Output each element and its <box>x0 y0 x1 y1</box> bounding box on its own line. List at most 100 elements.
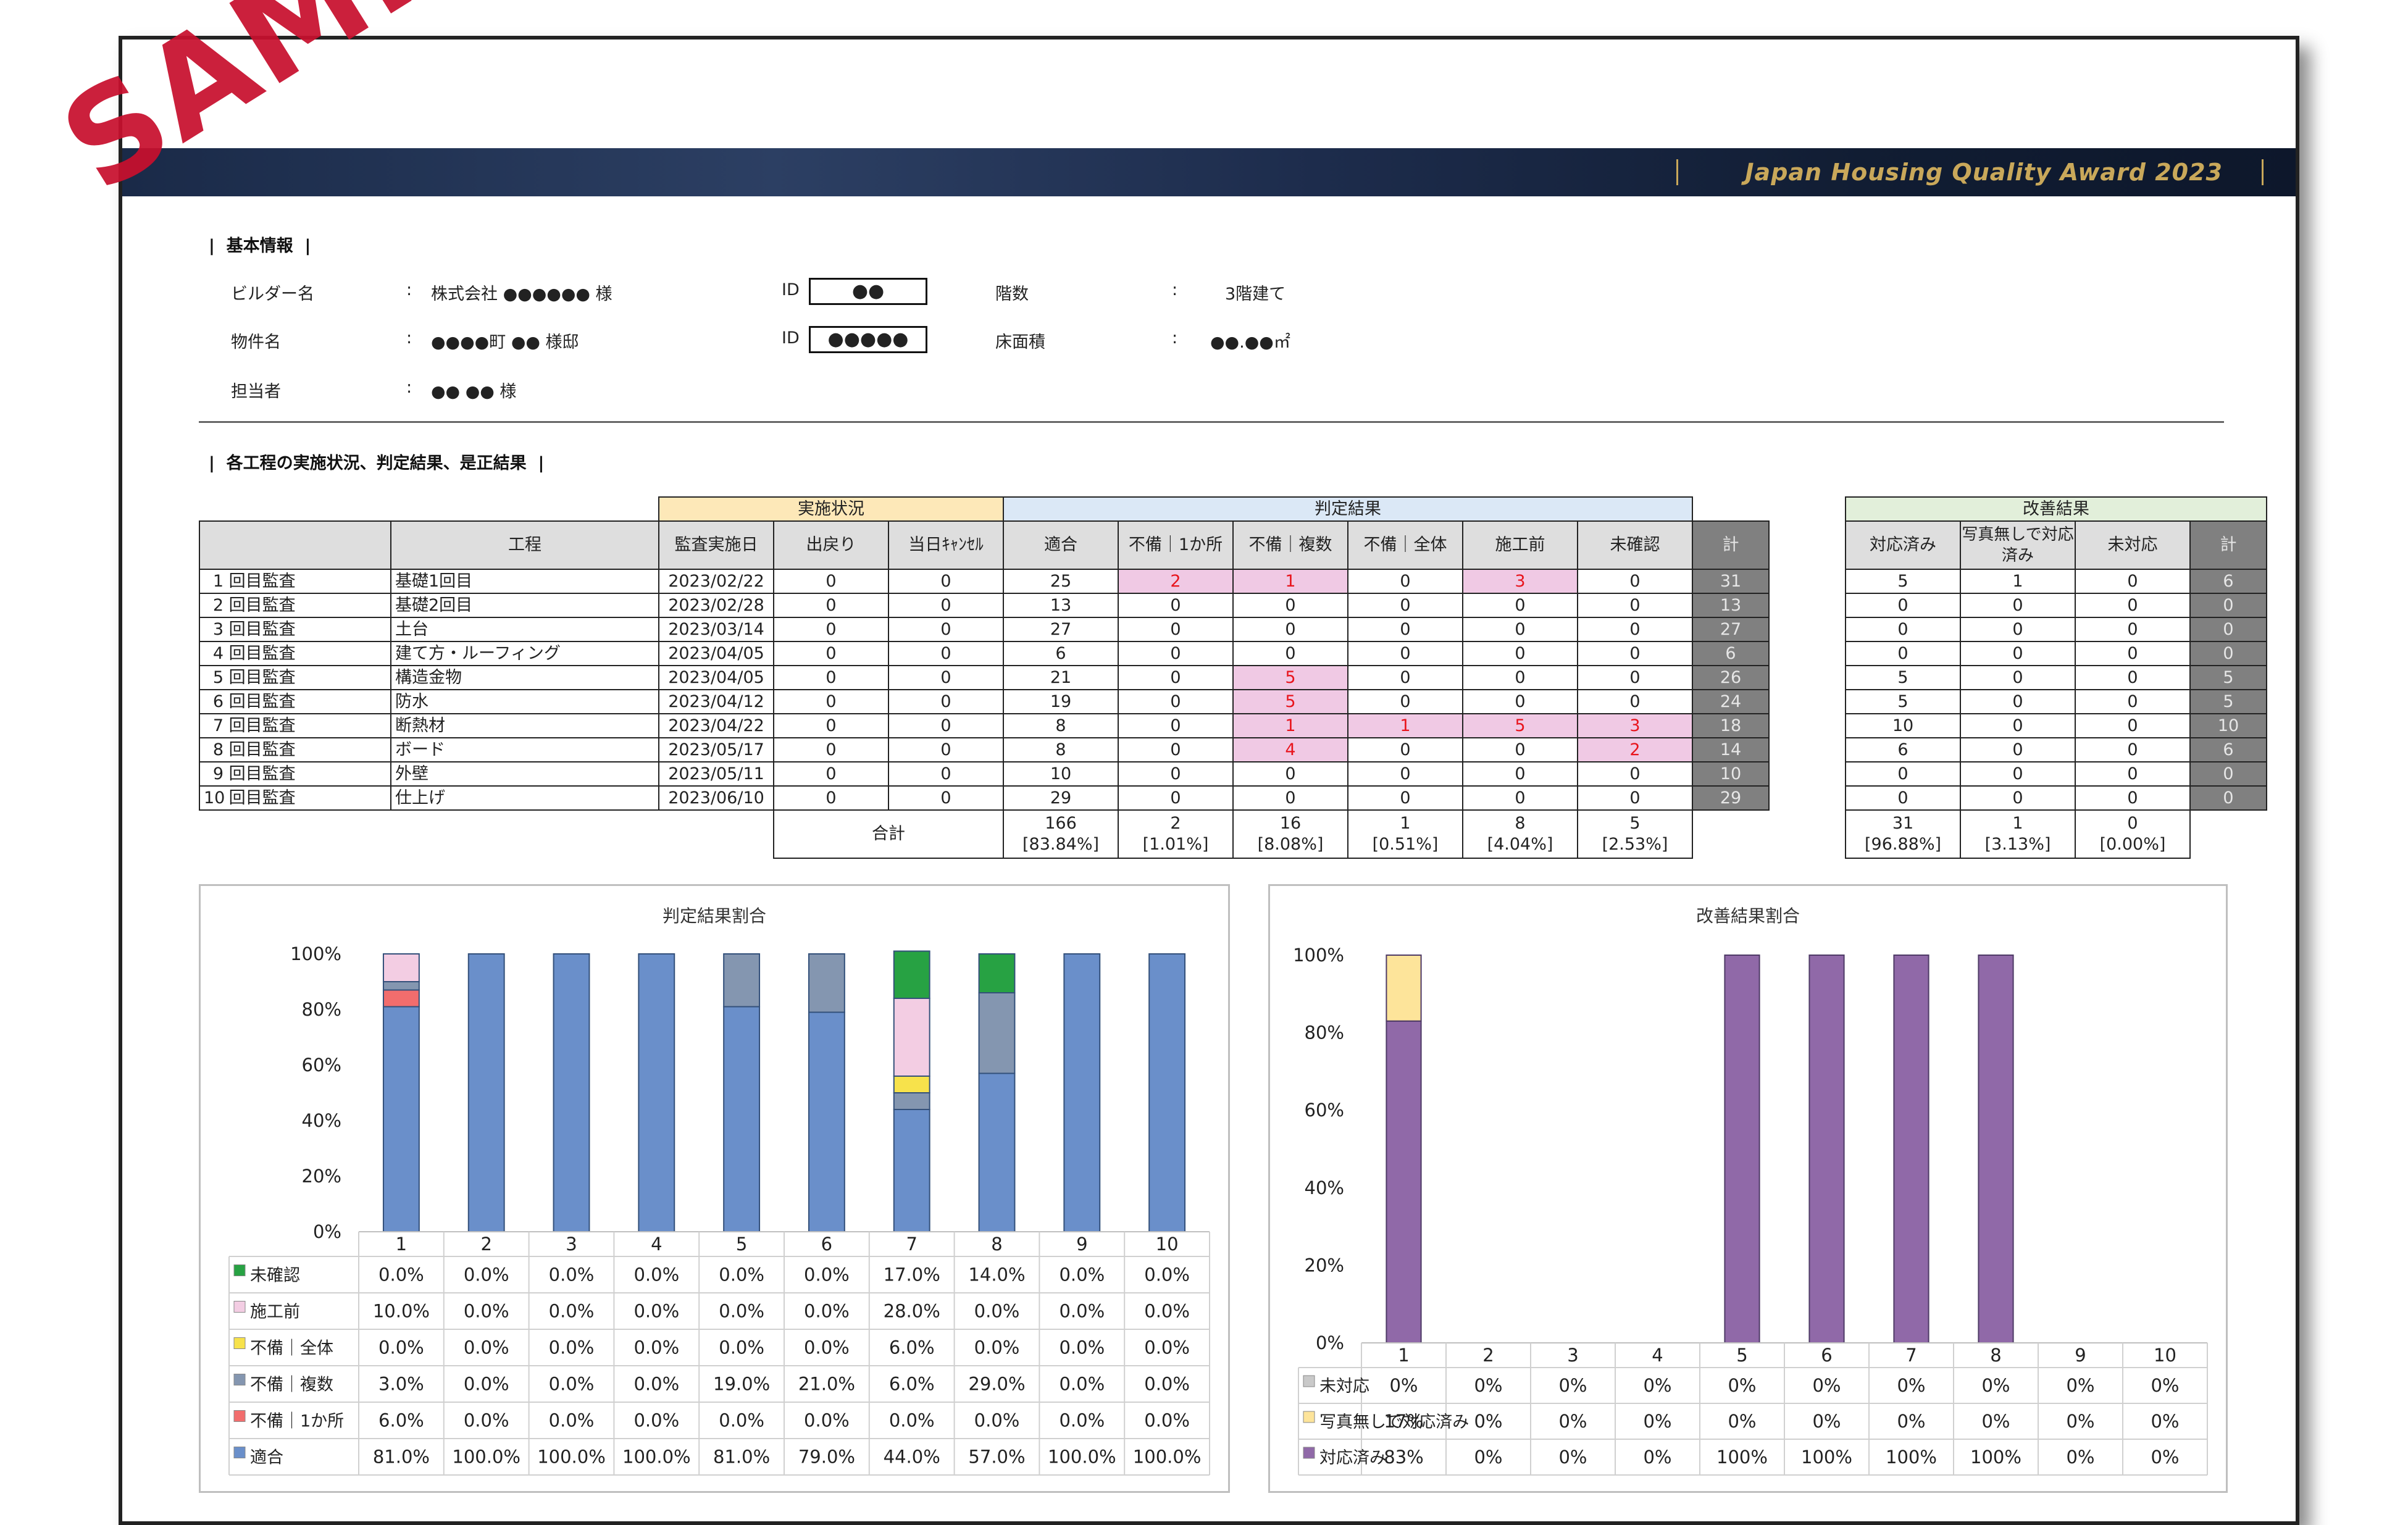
process-cell: 基礎1回目 <box>390 569 659 594</box>
total-cell: 6 <box>1692 641 1770 666</box>
person-label: 担当者 <box>231 382 281 401</box>
table-cell: 0 <box>1118 641 1234 666</box>
table-cell: 25 <box>1003 569 1119 594</box>
table-cell: 0 <box>2075 617 2191 642</box>
table-cell: 0 <box>1232 641 1348 666</box>
y-tick-label: 40% <box>302 1110 341 1131</box>
table-cell: 0 <box>773 689 889 714</box>
round-cell: 6 回目監査 <box>199 689 391 714</box>
table-cell: 0 <box>1118 593 1234 618</box>
data-label: 17.0% <box>884 1264 940 1285</box>
table-cell: 2 <box>1118 569 1234 594</box>
data-label: 0% <box>1474 1375 1502 1396</box>
category-label: 2 <box>480 1234 491 1255</box>
data-label: 0% <box>2066 1375 2094 1396</box>
total-cell: 26 <box>1692 665 1770 690</box>
bar-segment <box>893 1092 930 1110</box>
data-label: 0.0% <box>1144 1374 1190 1395</box>
data-label: 44.0% <box>884 1447 940 1468</box>
table-cell: 5 <box>1845 569 1961 594</box>
table-row: 5 回目監査 構造金物 2023/04/05 0 0 21 0 5 0 0 0 26 5 0 0 5 <box>199 665 2267 690</box>
table-cell: 8 <box>1003 737 1119 762</box>
process-table: 実施状況 判定結果 改善結果 工程 監査実施日 出戻り 当日ｷｬﾝｾﾙ 適合 不備｜1か所 不備｜… <box>199 496 2267 859</box>
table-cell <box>1769 714 1846 738</box>
table-cell: 0 <box>1845 641 1961 666</box>
category-label: 3 <box>1567 1345 1578 1366</box>
table-cell: 1 <box>1232 713 1348 738</box>
data-label: 100% <box>1716 1447 1768 1468</box>
table-cell: 0 <box>1232 593 1348 618</box>
chart-title: 改善結果割合 <box>1696 906 1800 926</box>
table-cell: 0 <box>1118 785 1234 811</box>
data-label: 0% <box>1389 1375 1418 1396</box>
table-cell: 0 <box>1232 617 1348 642</box>
data-label: 100.0% <box>452 1447 520 1468</box>
legend-swatch <box>233 1264 246 1276</box>
data-label: 0% <box>1728 1411 1756 1432</box>
data-label: 0% <box>1643 1411 1671 1432</box>
data-label: 19.0% <box>713 1374 770 1395</box>
data-label: 28.0% <box>884 1301 940 1322</box>
data-label: 0% <box>2151 1411 2179 1432</box>
table-cell: 0 <box>1118 713 1234 738</box>
legend-label: 不備｜複数 <box>250 1376 333 1395</box>
total-cell: 13 <box>1692 593 1770 618</box>
total-value: 5 [2.53%] <box>1577 809 1693 859</box>
category-label: 1 <box>1398 1345 1409 1366</box>
total-cell: 5 <box>2189 689 2267 714</box>
table-cell: 0 <box>1347 737 1463 762</box>
table-cell: 0 <box>888 593 1004 618</box>
table-row: 3 回目監査 土台 2023/03/14 0 0 27 0 0 0 0 0 27 0 0 0 0 <box>199 617 2267 642</box>
table-cell: 0 <box>1118 737 1234 762</box>
report-sheet: Japan Housing Quality Award 2023 | 基本情報 … <box>119 36 2299 1525</box>
data-label: 0% <box>1812 1375 1841 1396</box>
table-cell: 5 <box>1845 689 1961 714</box>
section-basic-info: | 基本情報 | <box>209 236 311 256</box>
table-cell: 0 <box>773 761 889 787</box>
table-cell: 29 <box>1003 785 1119 811</box>
table-header-row: 工程 監査実施日 出戻り 当日ｷｬﾝｾﾙ 適合 不備｜1か所 不備｜複数 不備｜全体 施工前 未確… <box>199 520 2267 570</box>
table-cell: 0 <box>773 665 889 690</box>
data-label: 14.0% <box>968 1264 1025 1285</box>
total-cell: 0 <box>2189 761 2267 787</box>
table-cell: 3 <box>1577 713 1693 738</box>
y-tick-label: 0% <box>313 1221 341 1242</box>
total-label: 合計 <box>773 809 1004 859</box>
column-header: 当日ｷｬﾝｾﾙ <box>888 520 1004 570</box>
table-cell: 0 <box>888 665 1004 690</box>
table-cell: 0 <box>1577 761 1693 787</box>
data-label: 0% <box>1812 1411 1841 1432</box>
table-cell <box>2190 810 2267 858</box>
category-label: 8 <box>991 1234 1002 1255</box>
data-label: 29.0% <box>968 1374 1025 1395</box>
builder-label: ビルダー名 <box>231 285 314 304</box>
table-cell: 0 <box>1347 785 1463 811</box>
category-label: 2 <box>1482 1345 1494 1366</box>
table-cell: 0 <box>1347 689 1463 714</box>
data-label: 83% <box>1384 1447 1423 1468</box>
data-label: 0.0% <box>974 1410 1020 1431</box>
data-label: 81.0% <box>713 1447 770 1468</box>
table-cell: 6 <box>1003 641 1119 666</box>
total-cell: 24 <box>1692 689 1770 714</box>
round-cell: 2 回目監査 <box>199 593 391 618</box>
round-cell: 4 回目監査 <box>199 641 391 666</box>
data-label: 0% <box>1558 1375 1587 1396</box>
column-header: 写真無しで対応済み <box>1960 520 2076 570</box>
table-cell: 0 <box>1347 761 1463 787</box>
table-cell <box>1769 762 1846 786</box>
data-label: 0.0% <box>1059 1337 1105 1358</box>
category-label: 5 <box>1736 1345 1747 1366</box>
data-label: 0.0% <box>378 1264 424 1285</box>
colon: : <box>406 378 412 397</box>
data-label: 0% <box>1981 1375 2010 1396</box>
table-cell: 8 <box>1003 713 1119 738</box>
category-label: 9 <box>2075 1345 2086 1366</box>
data-label: 0% <box>1643 1447 1671 1468</box>
y-tick-label: 60% <box>302 1055 341 1076</box>
data-label: 0.0% <box>719 1337 764 1358</box>
total-cell: 14 <box>1692 737 1770 762</box>
total-cell: 0 <box>2189 617 2267 642</box>
table-cell: 0 <box>1960 641 2076 666</box>
table-cell: 0 <box>1462 641 1578 666</box>
